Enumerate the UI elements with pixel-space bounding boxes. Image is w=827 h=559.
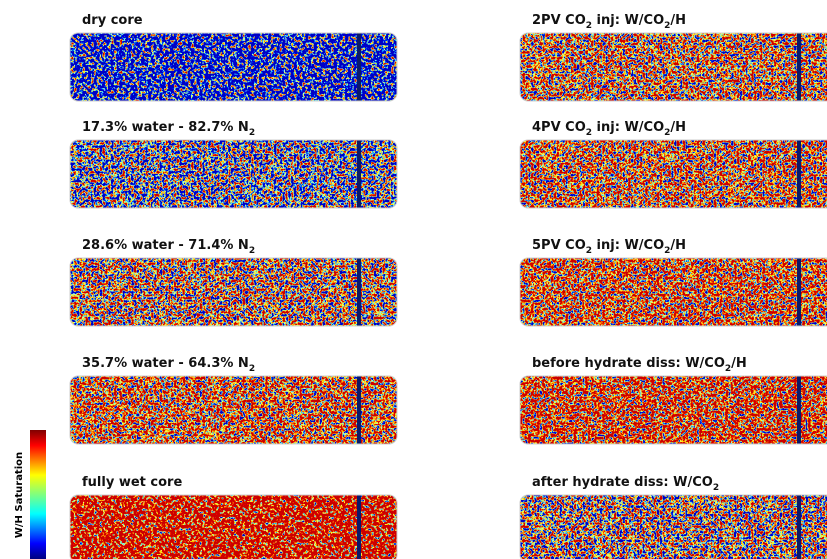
saturation-map [520, 376, 827, 444]
label-text: /H [731, 356, 747, 371]
label-text: 17.3% water - 82.7% N [82, 120, 249, 135]
core-boundary [357, 376, 361, 444]
core-image [520, 376, 827, 444]
core-boundary [357, 495, 361, 559]
colorbar [30, 430, 46, 559]
subscript: 2 [249, 364, 255, 374]
label-text: 28.6% water - 71.4% N [82, 238, 249, 253]
panel-label: 28.6% water - 71.4% N2 [82, 238, 255, 256]
subscript: 2 [713, 483, 719, 493]
core-boundary [357, 140, 361, 208]
saturation-map [520, 140, 827, 208]
core-image [520, 33, 827, 101]
panel-label: 5PV CO2 inj: W/CO2/H [532, 238, 686, 256]
core-boundary [357, 33, 361, 101]
label-text: inj: W/CO [592, 238, 664, 253]
core-boundary [797, 495, 801, 559]
core-image [70, 33, 397, 101]
panel-label: after hydrate diss: W/CO2 [532, 475, 719, 493]
core-image [70, 495, 397, 559]
saturation-map [70, 33, 397, 101]
panel-label: 2PV CO2 inj: W/CO2/H [532, 13, 686, 31]
label-text: inj: W/CO [592, 120, 664, 135]
panel-label: 35.7% water - 64.3% N2 [82, 356, 255, 374]
core-boundary [357, 258, 361, 326]
label-text: fully wet core [82, 475, 182, 490]
label-text: after hydrate diss: W/CO [532, 475, 713, 490]
core-boundary [797, 140, 801, 208]
label-text: /H [670, 120, 686, 135]
label-text: 2PV CO [532, 13, 586, 28]
label-text: dry core [82, 13, 143, 28]
saturation-map [70, 258, 397, 326]
panel-label: 17.3% water - 82.7% N2 [82, 120, 255, 138]
saturation-map [70, 495, 397, 559]
panel-label: before hydrate diss: W/CO2/H [532, 356, 747, 374]
core-image [520, 258, 827, 326]
panel-label: 4PV CO2 inj: W/CO2/H [532, 120, 686, 138]
core-image [520, 495, 827, 559]
core-image [70, 376, 397, 444]
saturation-map [70, 140, 397, 208]
core-image [70, 258, 397, 326]
saturation-map [520, 495, 827, 559]
label-text: 35.7% water - 64.3% N [82, 356, 249, 371]
subscript: 2 [249, 246, 255, 256]
core-boundary [797, 33, 801, 101]
saturation-map [70, 376, 397, 444]
core-boundary [797, 376, 801, 444]
label-text: inj: W/CO [592, 13, 664, 28]
figure: W/H Saturation dry core 17.3% water - 82.… [0, 0, 827, 559]
saturation-map [520, 33, 827, 101]
label-text: /H [670, 13, 686, 28]
label-text: 4PV CO [532, 120, 586, 135]
core-boundary [797, 258, 801, 326]
label-text: 5PV CO [532, 238, 586, 253]
core-image [70, 140, 397, 208]
subscript: 2 [249, 128, 255, 138]
label-text: /H [670, 238, 686, 253]
label-text: before hydrate diss: W/CO [532, 356, 725, 371]
core-image [520, 140, 827, 208]
panel-label: fully wet core [82, 475, 182, 490]
colorbar-label: W/H Saturation [14, 452, 25, 538]
panel-label: dry core [82, 13, 143, 28]
saturation-map [520, 258, 827, 326]
